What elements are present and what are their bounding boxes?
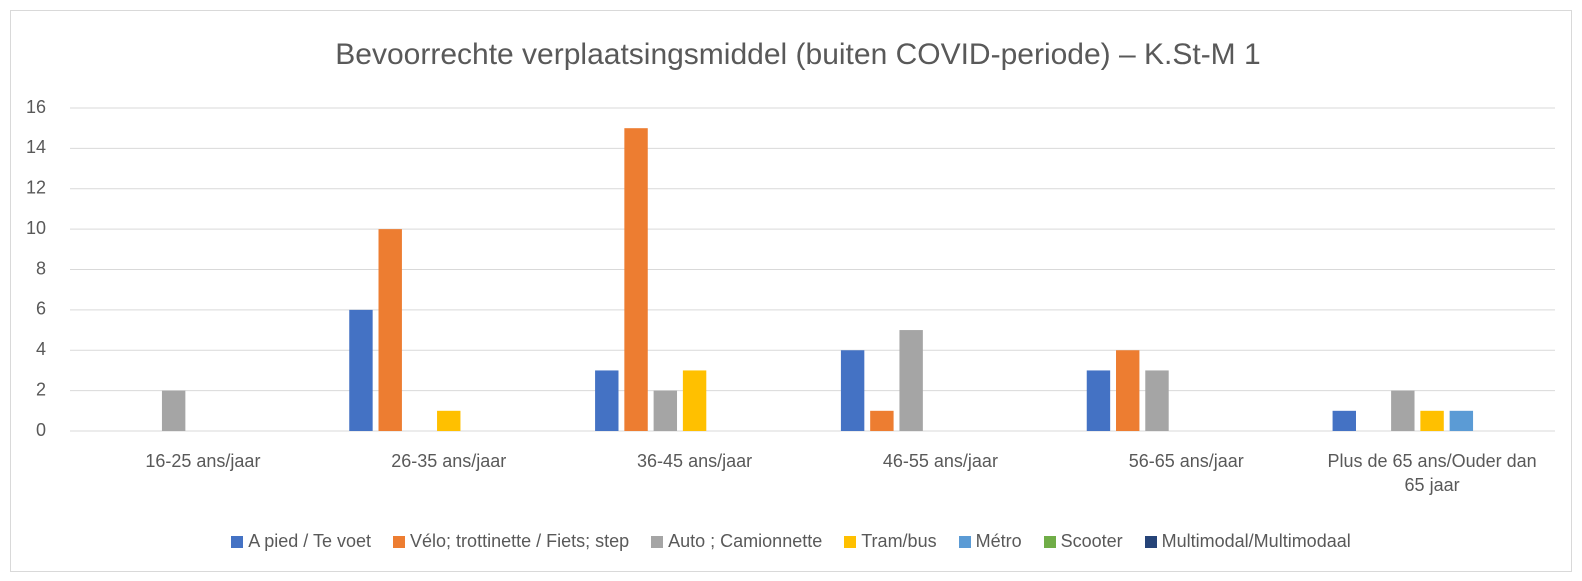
legend-swatch — [844, 535, 857, 548]
bar — [1332, 410, 1356, 431]
y-tick-label: 8 — [36, 258, 46, 278]
bar — [1449, 410, 1474, 431]
legend: A pied / Te voet Vélo; trottinette / Fiet… — [0, 531, 1582, 552]
legend-label: Multimodal/Multimodaal — [1161, 531, 1351, 551]
legend-item: A pied / Te voet — [231, 531, 371, 552]
legend-swatch — [231, 535, 244, 548]
bar — [1086, 370, 1111, 431]
bar — [437, 410, 461, 431]
x-tick-label: 26-35 ans/jaar — [391, 451, 507, 471]
y-tick-label: 6 — [36, 299, 46, 319]
x-tick-label: 46-55 ans/jaar — [882, 451, 998, 471]
legend-item: Tram/bus — [844, 531, 937, 552]
chart-title: Bevoorrechte verplaatsingsmiddel (buiten… — [335, 38, 1260, 71]
legend-label: Métro — [975, 531, 1022, 551]
legend-label: Tram/bus — [861, 531, 937, 551]
legend-swatch — [1043, 535, 1056, 548]
y-tick-label: 2 — [36, 379, 46, 399]
bar — [1391, 390, 1415, 431]
x-tick-label: Plus de 65 ans/Ouder dan 65 jaar — [1327, 451, 1537, 495]
legend-item: Multimodal/Multimodaal — [1144, 531, 1351, 552]
legend-item: Métro — [958, 531, 1022, 552]
chart-border — [10, 10, 1572, 572]
bar — [595, 370, 619, 431]
bar — [624, 128, 648, 431]
bar — [653, 390, 678, 431]
legend-label: Auto ; Camionnette — [668, 531, 823, 551]
legend-item: Scooter — [1043, 531, 1123, 552]
bar — [1420, 410, 1444, 431]
bar — [1116, 350, 1140, 431]
y-tick-label: 16 — [26, 97, 46, 117]
bar — [899, 330, 923, 431]
bar — [161, 390, 186, 431]
y-tick-label: 14 — [26, 137, 46, 157]
legend-label: A pied / Te voet — [248, 531, 372, 551]
legend-swatch — [958, 535, 971, 548]
bar — [840, 350, 865, 431]
bar — [1145, 370, 1169, 431]
x-tick-label: 16-25 ans/jaar — [145, 451, 261, 471]
y-tick-label: 12 — [26, 178, 46, 198]
y-tick-label: 4 — [36, 339, 46, 359]
x-tick-label: 36-45 ans/jaar — [637, 451, 753, 471]
legend-label: Scooter — [1060, 531, 1123, 551]
bar — [349, 309, 373, 431]
y-tick-label: 10 — [26, 218, 46, 238]
x-tick-label: 56-65 ans/jaar — [1128, 451, 1244, 471]
legend-swatch — [393, 535, 406, 548]
y-tick-label: 0 — [36, 420, 46, 440]
bar — [870, 410, 894, 431]
legend-swatch — [1144, 535, 1157, 548]
legend-swatch — [651, 535, 664, 548]
legend-label: Vélo; trottinette / Fiets; step — [410, 531, 630, 551]
bar — [378, 229, 402, 431]
bar — [682, 370, 707, 431]
legend-item: Auto ; Camionnette — [651, 531, 822, 552]
legend-item: Vélo; trottinette / Fiets; step — [393, 531, 629, 552]
